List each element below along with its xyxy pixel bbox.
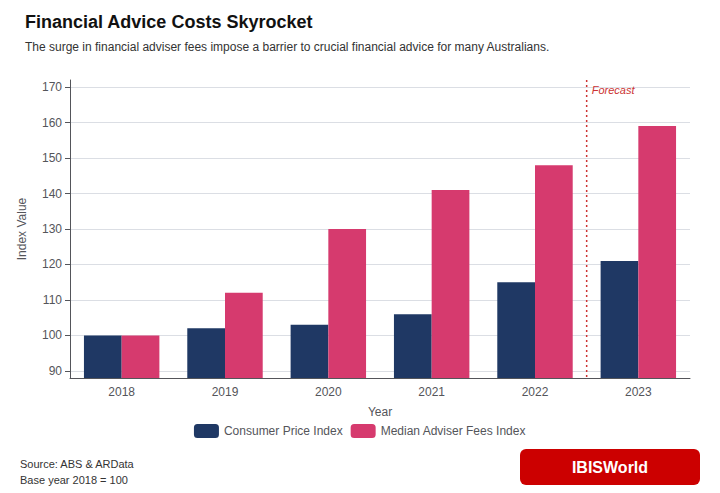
svg-text:The surge in financial adviser: The surge in financial adviser fees impo…: [25, 40, 549, 54]
svg-text:2023: 2023: [625, 385, 652, 399]
svg-text:170: 170: [42, 80, 62, 94]
svg-text:Year: Year: [368, 405, 392, 419]
svg-text:Base year 2018 = 100: Base year 2018 = 100: [20, 474, 128, 486]
svg-text:IBISWorld: IBISWorld: [572, 459, 648, 476]
svg-text:130: 130: [42, 222, 62, 236]
svg-text:150: 150: [42, 151, 62, 165]
svg-text:120: 120: [42, 257, 62, 271]
svg-text:100: 100: [42, 328, 62, 342]
svg-text:2022: 2022: [522, 385, 549, 399]
svg-text:2018: 2018: [108, 385, 135, 399]
svg-text:Forecast: Forecast: [592, 84, 636, 96]
svg-text:Index Value: Index Value: [15, 197, 29, 260]
svg-text:Median Adviser Fees Index: Median Adviser Fees Index: [381, 424, 526, 438]
svg-text:2021: 2021: [418, 385, 445, 399]
svg-text:90: 90: [49, 364, 63, 378]
svg-text:Consumer Price Index: Consumer Price Index: [224, 424, 343, 438]
svg-text:2020: 2020: [315, 385, 342, 399]
svg-text:2019: 2019: [212, 385, 239, 399]
svg-text:160: 160: [42, 116, 62, 130]
svg-text:110: 110: [43, 293, 62, 307]
svg-text:Source: ABS & ARData: Source: ABS & ARData: [20, 458, 135, 470]
svg-text:Financial Advice Costs Skyrock: Financial Advice Costs Skyrocket: [25, 12, 312, 32]
svg-text:140: 140: [42, 187, 62, 201]
